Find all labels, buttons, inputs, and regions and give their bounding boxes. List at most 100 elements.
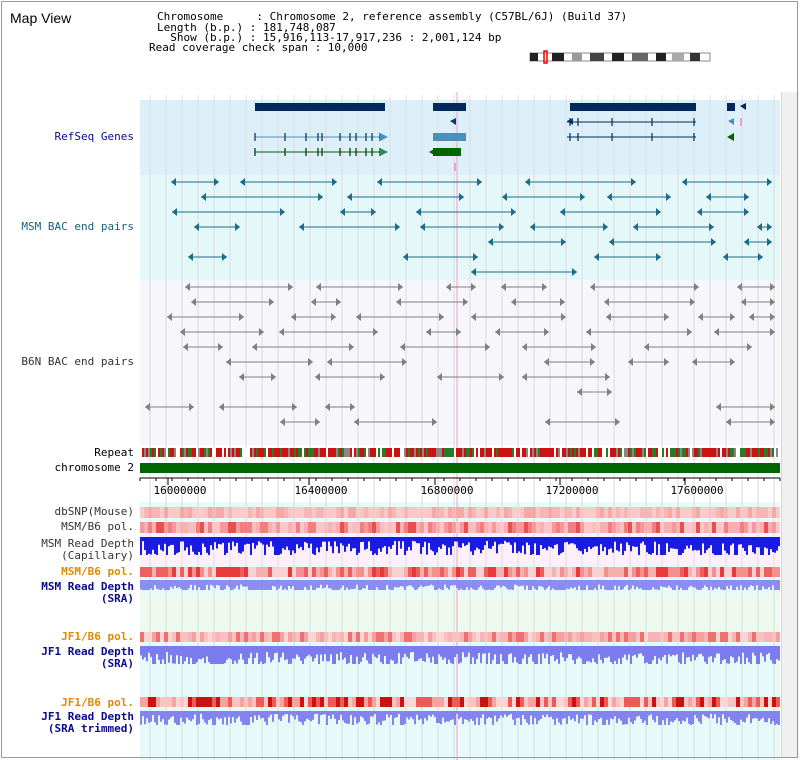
repeat-segment — [270, 448, 272, 457]
read-depth-bar — [688, 711, 690, 724]
read-depth-bar — [196, 580, 198, 590]
read-depth-bar — [356, 646, 358, 657]
polymorphism-cell — [760, 567, 764, 577]
read-depth-bar — [640, 646, 642, 654]
read-depth-bar — [556, 711, 558, 719]
read-depth-bar — [366, 711, 368, 725]
read-depth-bar — [212, 580, 214, 586]
read-depth-bar — [388, 537, 390, 547]
read-depth-bar — [562, 537, 564, 553]
polymorphism-cell — [340, 697, 344, 707]
axis-tick-label: 17200000 — [546, 484, 599, 497]
polymorphism-cell — [256, 632, 260, 642]
vertical-scrollbar[interactable] — [781, 92, 799, 758]
read-depth-bar — [558, 537, 560, 555]
read-depth-bar — [654, 646, 656, 657]
repeat-segment — [658, 448, 660, 457]
polymorphism-cell — [508, 522, 512, 533]
repeat-segment — [540, 448, 542, 457]
polymorphism-cell — [492, 697, 496, 707]
read-depth-bar — [692, 711, 694, 725]
read-depth-bar — [560, 580, 562, 590]
bac-end-marker — [398, 283, 403, 291]
read-depth-bar — [498, 580, 500, 586]
read-depth-bar — [228, 711, 230, 717]
polymorphism-cell — [268, 697, 272, 707]
read-depth-bar — [336, 646, 338, 654]
repeat-segment — [364, 448, 366, 457]
bac-end-marker — [327, 358, 332, 366]
read-depth-bar — [378, 537, 380, 549]
polymorphism-cell — [280, 567, 284, 577]
bac-end-marker — [644, 343, 649, 351]
polymorphism-cell — [224, 522, 228, 533]
polymorphism-cell — [160, 632, 164, 642]
polymorphism-cell — [272, 697, 276, 707]
read-depth-bar — [728, 580, 730, 589]
repeat-segment — [348, 448, 350, 457]
read-depth-bar — [174, 537, 176, 555]
bac-end-marker — [594, 253, 599, 261]
polymorphism-cell — [252, 567, 256, 577]
read-depth-bar — [776, 646, 778, 660]
read-depth-bar — [450, 580, 452, 586]
repeat-segment — [190, 448, 192, 457]
polymorphism-cell — [572, 567, 576, 577]
read-depth-bar — [350, 537, 352, 552]
polymorphism-cell — [544, 567, 548, 577]
read-depth-bar — [664, 646, 666, 655]
read-depth-bar — [330, 711, 332, 719]
repeat-segment — [542, 448, 544, 457]
msm-sra-band — [140, 594, 780, 630]
track-label-msm-bac[interactable]: MSM BAC end pairs — [21, 220, 134, 233]
read-depth-bar — [304, 646, 306, 659]
read-depth-bar — [668, 711, 670, 725]
repeat-segment — [352, 448, 354, 457]
polymorphism-cell — [480, 567, 484, 577]
read-depth-bar — [162, 646, 164, 660]
read-depth-bar — [544, 580, 546, 590]
read-depth-bar — [354, 537, 356, 549]
read-depth-bar — [602, 711, 604, 725]
read-depth-bar — [652, 537, 654, 554]
read-depth-bar — [288, 711, 290, 723]
polymorphism-cell — [220, 507, 224, 518]
polymorphism-cell — [156, 697, 160, 707]
polymorphism-cell — [556, 632, 560, 642]
polymorphism-cell — [536, 567, 540, 577]
read-depth-bar — [256, 711, 258, 721]
bac-end-marker — [299, 223, 304, 231]
repeat-segment — [450, 448, 452, 457]
read-depth-bar — [466, 580, 468, 588]
read-depth-bar — [140, 537, 142, 555]
read-depth-bar — [390, 711, 392, 716]
polymorphism-cell — [416, 697, 420, 707]
read-depth-bar — [320, 646, 322, 655]
read-depth-bar — [672, 646, 674, 655]
read-depth-bar — [508, 711, 510, 716]
repeat-segment — [726, 448, 728, 457]
read-depth-bar — [474, 537, 476, 551]
polymorphism-cell — [484, 522, 488, 533]
track-label-b6n-bac[interactable]: B6N BAC end pairs — [21, 355, 134, 368]
polymorphism-cell — [428, 507, 432, 518]
read-depth-bar — [776, 580, 778, 590]
read-depth-bar — [166, 711, 168, 725]
polymorphism-cell — [164, 522, 168, 533]
polymorphism-cell — [532, 522, 536, 533]
read-depth-bar — [528, 580, 530, 590]
read-depth-bar — [426, 711, 428, 721]
polymorphism-cell — [536, 522, 540, 533]
track-label-refseq[interactable]: RefSeq Genes — [54, 130, 134, 143]
read-depth-bar — [252, 711, 254, 723]
read-depth-bar — [270, 711, 272, 715]
polymorphism-cell — [672, 567, 676, 577]
read-depth-bar — [670, 646, 672, 657]
read-depth-bar — [172, 711, 174, 717]
read-depth-bar — [518, 646, 520, 664]
polymorphism-cell — [160, 567, 164, 577]
polymorphism-cell — [600, 507, 604, 518]
read-depth-bar — [550, 580, 552, 590]
read-depth-bar — [680, 580, 682, 588]
